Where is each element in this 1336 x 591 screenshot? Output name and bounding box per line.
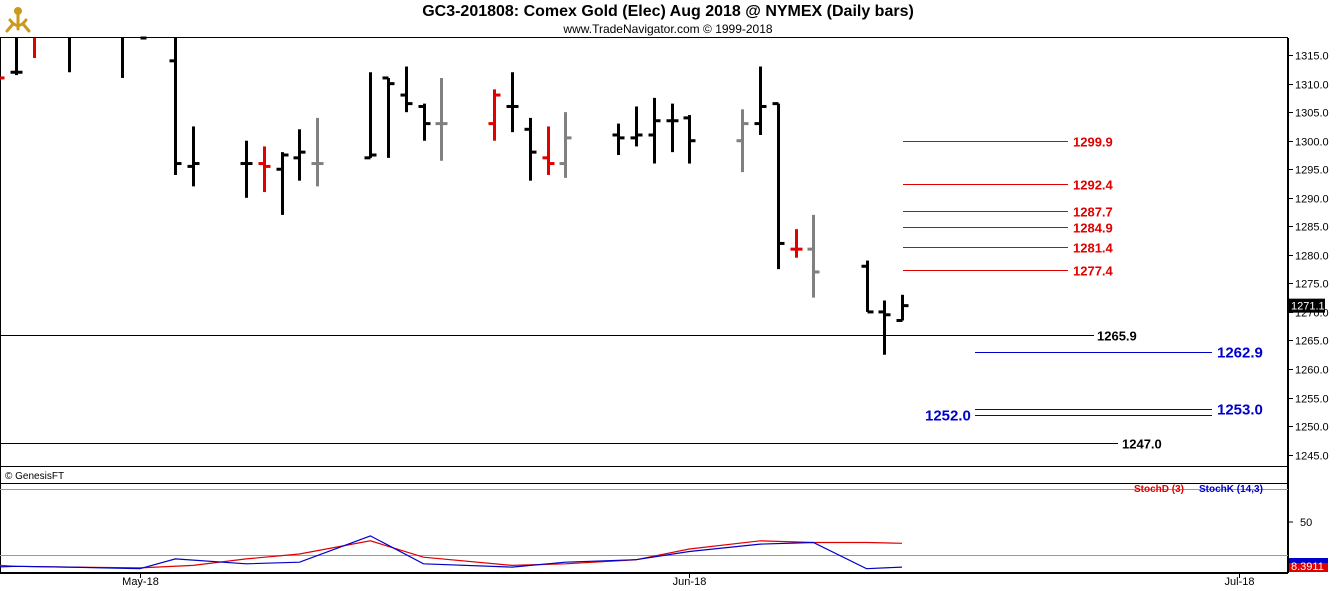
- price-bars: [0, 36, 909, 355]
- date-axis-background: [0, 573, 1336, 591]
- price-tick-label: 1260.0: [1295, 365, 1329, 377]
- indicator-lines: [0, 535, 903, 570]
- ohlc-bar: [293, 129, 306, 181]
- last-price-label: 1271.1: [1291, 301, 1325, 313]
- level-label-1284.9: 1284.9: [1073, 221, 1113, 236]
- chart-header: GC3-201808: Comex Gold (Elec) Aug 2018 @…: [0, 0, 1336, 38]
- ohlc-bar: [488, 89, 501, 141]
- level-label-1265.9: 1265.9: [1097, 329, 1137, 344]
- ohlc-bar: [666, 103, 679, 153]
- ohlc-bar: [683, 115, 696, 164]
- ohlc-bar: [382, 76, 395, 158]
- ohlc-bar: [276, 152, 289, 215]
- ohlc-bar: [630, 106, 643, 147]
- ohlc-bar: [612, 123, 625, 155]
- price-tick-label: 1245.0: [1295, 451, 1329, 463]
- ohlc-bar: [435, 77, 448, 161]
- indicator-panel-frame: [0, 466, 1288, 573]
- level-label-1277.4: 1277.4: [1073, 264, 1114, 279]
- date-tick-label: Jul-18: [1225, 576, 1255, 588]
- price-tick-label: 1265.0: [1295, 336, 1329, 348]
- indicator-series-stoch-k: [0, 535, 903, 570]
- price-tick-label: 1250.0: [1295, 422, 1329, 434]
- stoch-d-legend: StochD (3): [1134, 484, 1184, 495]
- ohlc-bar: [559, 112, 572, 178]
- ohlc-bar: [169, 38, 182, 175]
- level-label-1287.7: 1287.7: [1073, 205, 1113, 220]
- level-label-1247.0: 1247.0: [1122, 437, 1162, 452]
- ohlc-bar: [258, 146, 271, 193]
- level-label-1262.9: 1262.9: [1217, 345, 1263, 362]
- price-tick-label: 1310.0: [1295, 80, 1329, 92]
- price-tick-label: 1275.0: [1295, 279, 1329, 291]
- price-tick-label: 1300.0: [1295, 137, 1329, 149]
- price-tick-label: 1255.0: [1295, 394, 1329, 406]
- ohlc-bar: [790, 229, 803, 258]
- ohlc-bar: [754, 66, 767, 136]
- level-label-1292.4: 1292.4: [1073, 178, 1114, 193]
- price-tick-label: 1295.0: [1295, 165, 1329, 177]
- indicator-tick-label: 50: [1300, 517, 1312, 529]
- chart-subtitle: www.TradeNavigator.com © 1999-2018: [563, 22, 773, 36]
- ohlc-bar: [10, 38, 23, 76]
- chart-title: GC3-201808: Comex Gold (Elec) Aug 2018 @…: [422, 3, 914, 20]
- level-label-1299.9: 1299.9: [1073, 135, 1113, 150]
- ohlc-bar: [187, 126, 200, 187]
- ohlc-bar: [0, 76, 5, 80]
- trade-navigator-logo-icon: [2, 2, 34, 34]
- ohlc-bar: [861, 260, 874, 314]
- price-tick-label: 1305.0: [1295, 108, 1329, 120]
- ohlc-bar: [506, 72, 519, 133]
- price-tick-label: 1315.0: [1295, 51, 1329, 63]
- ohlc-bar: [807, 214, 820, 298]
- level-label-1253.0: 1253.0: [1217, 402, 1263, 419]
- ohlc-bar: [400, 66, 413, 113]
- ohlc-bar: [240, 140, 253, 198]
- ohlc-bar: [418, 103, 431, 141]
- date-tick-label: May-18: [122, 576, 159, 588]
- date-axis: May-18 Jun-18 Jul-18: [122, 573, 1254, 588]
- level-label-1281.4: 1281.4: [1073, 241, 1114, 256]
- date-tick-label: Jun-18: [673, 576, 707, 588]
- price-tick-label: 1290.0: [1295, 194, 1329, 206]
- ohlc-bar: [542, 126, 555, 175]
- price-axis: 1315.0 1310.0 1305.0 1300.0 1295.0 1290.0 1285…: [1288, 51, 1329, 463]
- level-label-1252.0: 1252.0: [925, 408, 971, 425]
- ohlc-bar: [524, 117, 537, 181]
- copyright-label: © GenesisFT: [5, 471, 64, 482]
- ohlc-bar: [311, 117, 324, 187]
- last-price-badge: [1289, 298, 1325, 313]
- stoch-k-legend: StochK (14,3): [1199, 484, 1263, 495]
- indicator-last-value: 8.3911: [1291, 561, 1324, 573]
- indicator-value-badge-top: [1289, 558, 1328, 563]
- ohlc-bar: [364, 72, 377, 160]
- price-tick-label: 1280.0: [1295, 251, 1329, 263]
- ohlc-bar: [878, 300, 891, 355]
- ohlc-bar: [736, 109, 749, 173]
- price-tick-label: 1285.0: [1295, 222, 1329, 234]
- ohlc-bar: [648, 97, 661, 164]
- ohlc-bar: [772, 102, 785, 270]
- ohlc-bar: [896, 294, 909, 322]
